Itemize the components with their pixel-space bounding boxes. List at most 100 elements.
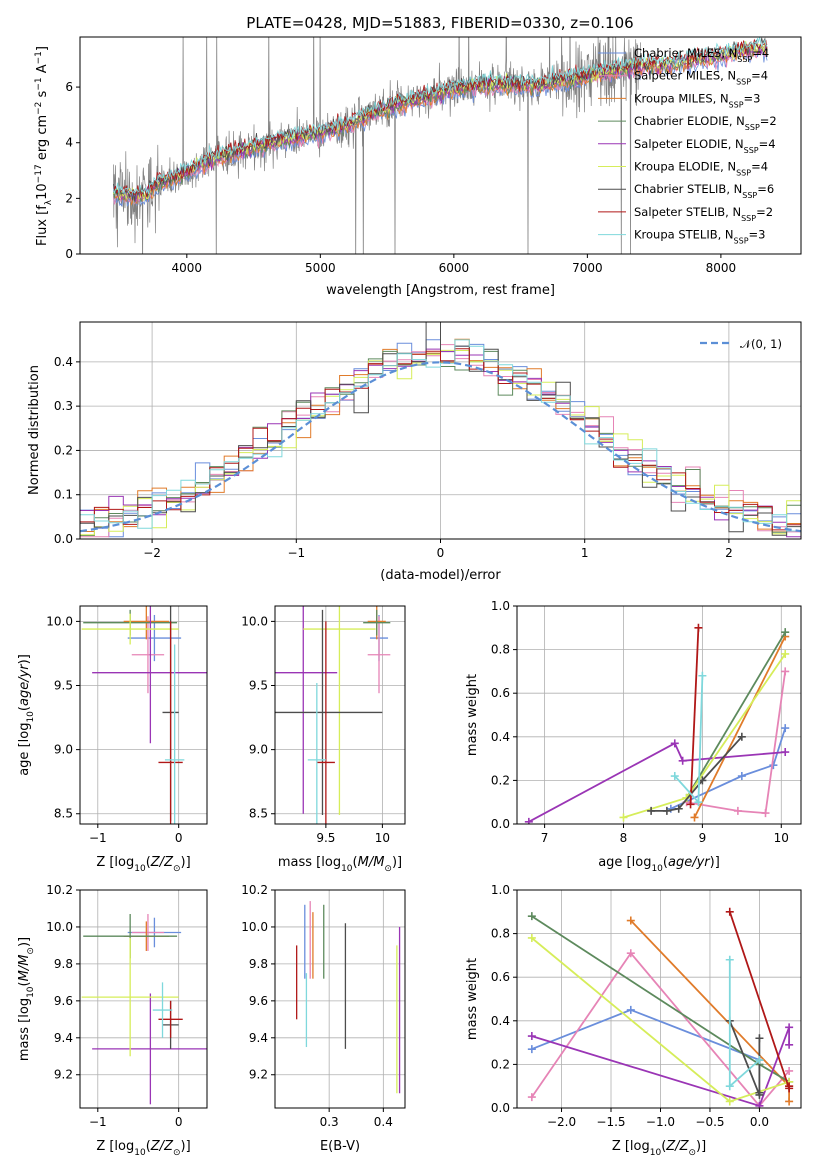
y-tick-label: 9.4 [54,1031,73,1045]
x-tick-label: 7 [541,831,549,845]
label-part: −17 [34,164,44,183]
x-tick-label: −1 [89,831,107,845]
x-tick-label: 10 [774,831,789,845]
label-part: 10 [134,1148,146,1158]
x-axis-label: wavelength [Angstrom, rest frame] [326,283,555,298]
age-vs-Z-panel: −1 08.59.09.510.0Z [log10(Z/Z⊙)]age [log1… [17,605,208,874]
weight-marker [678,756,687,765]
y-tick-label: 0.0 [54,532,73,546]
y-tick-label: 9.0 [249,743,268,757]
y-axis-label: mass weight [465,958,480,1040]
legend-label: Chabrier ELODIE, NSSP=2 [634,114,777,132]
weight-vs-Z-panel: −2.0 −1.5 −1.0 −0.5 0.0 0.0 0.2 0.4 0.6 0.8 1.0 Z [… [465,883,802,1158]
weight-marker [527,1093,536,1102]
x-tick-label: −1 [287,546,305,560]
axes-frame [274,889,406,1109]
label-part: −1 [34,77,44,90]
y-tick-label: 0.2 [491,773,510,787]
y-tick-label: 1.0 [491,599,510,613]
x-tick-label: 0 [175,1115,183,1129]
label-part: )] [392,855,402,870]
weight-marker [781,748,790,757]
legend-name: Kroupa ELODIE, N [634,160,736,174]
weight-marker [670,739,679,748]
weight-marker [527,1045,536,1054]
residual-histogram [80,339,801,537]
label-part: ] [35,46,50,51]
label-part: Z [log [96,1139,134,1154]
x-tick-label: 9 [699,831,707,845]
weight-marker [527,933,536,942]
x-tick-label: −1.5 [596,1115,625,1129]
plot-area [80,322,801,538]
label-part: A [35,64,50,77]
y-axis-label: Normed distribution [27,365,42,495]
weight-marker [725,955,734,964]
label-part: )] [17,937,32,947]
legend-label: Kroupa STELIB, NSSP=3 [634,228,765,246]
x-axis-label: Z [log10(Z/Z⊙)] [612,1139,706,1158]
weight-marker [781,628,790,637]
weight-marker [694,623,703,632]
weight-series [531,951,790,1108]
label-part: ⊙ [26,947,36,955]
legend-name: Salpeter STELIB, N [634,205,741,219]
label-part: mass [log [278,855,341,870]
weight-series [693,636,787,818]
label-part: )] [710,855,720,870]
weight-marker [755,1101,764,1108]
y-tick-label: 8.5 [54,807,73,821]
gaussian-curve [80,361,801,533]
y-tick-label: 4 [65,136,73,150]
weight-marker [761,809,770,818]
model-spectrum [113,42,768,203]
x-axis-label: mass [log10(M/M⊙)] [278,855,402,874]
axes-frame [79,605,208,825]
y-tick-label: 9.5 [54,679,73,693]
label-part: age/yr [668,855,711,870]
weight-marker [647,806,656,815]
label-part: ⊙ [173,864,181,874]
plot-area [524,623,790,824]
weight-marker [662,806,671,815]
y-tick-label: 9.5 [249,679,268,693]
x-tick-label: 10 [375,831,390,845]
y-tick-label: 0.6 [491,686,510,700]
y-tick-label: 9.4 [249,1031,268,1045]
x-axis-label: age [log10(age/yr)] [598,855,720,874]
weight-series [728,959,760,1089]
legend-sub: SSP [729,100,744,109]
weight-marker [619,813,628,822]
label-part: 10 [26,986,36,998]
y-tick-label: 9.6 [249,994,268,1008]
legend-value: =4 [759,137,776,151]
label-part: 10 [341,864,353,874]
x-tick-label: 7000 [572,261,603,275]
label-part: )] [696,1139,706,1154]
legend-value: =4 [751,69,768,83]
axes-frame [79,889,208,1109]
weight-marker [694,798,703,807]
y-tick-label: 0.3 [54,399,73,413]
label-part: age [log [17,723,32,776]
label-part: )] [181,1139,191,1154]
y-tick-label: 9.0 [54,743,73,757]
label-part: −1 [34,51,44,64]
label-part: age [log [598,855,651,870]
legend-value: =3 [744,91,761,105]
y-tick-label: 9.2 [249,1068,268,1082]
axes-frame [79,321,802,540]
y-tick-label: 0 [65,247,73,261]
spectrum-title: PLATE=0428, MJD=51883, FIBERID=0330, z=0… [246,14,633,32]
y-tick-label: 10.2 [46,883,73,897]
weight-marker [755,1034,764,1043]
x-tick-label: 6000 [439,261,470,275]
weight-marker [686,800,695,809]
weight-marker [725,907,734,916]
label-part: λ [44,199,54,205]
axes-frame [274,605,406,825]
weight-marker [527,1032,536,1041]
label-part: ⊙ [384,864,392,874]
legend-value: =4 [752,46,769,60]
axes-frame [516,889,802,1109]
